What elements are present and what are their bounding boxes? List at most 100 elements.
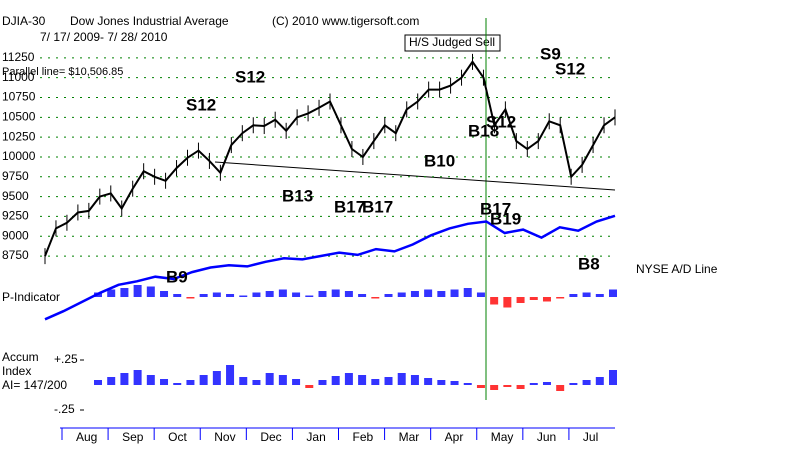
accum-bar — [490, 385, 499, 390]
chart-title: Dow Jones Industrial Average — [70, 14, 229, 28]
p-bar — [146, 286, 155, 297]
accum-bar — [265, 373, 274, 385]
x-tick-label: Nov — [214, 430, 235, 444]
accum-bar — [120, 373, 129, 385]
p-bar — [160, 291, 169, 297]
parallel-line-label: Parallel line= $10,506.85 — [2, 66, 123, 78]
signal: B19 — [490, 209, 521, 228]
accum-bar — [569, 383, 578, 385]
y-tick-label: 11000 — [2, 70, 35, 84]
x-tick-label: Apr — [445, 430, 464, 444]
p-bar — [424, 289, 433, 297]
p-bar — [318, 291, 327, 297]
x-tick-label: May — [491, 430, 514, 444]
p-bar — [609, 289, 617, 297]
accum-bar — [595, 377, 604, 385]
x-tick-label: Jul — [583, 430, 598, 444]
p-bar — [529, 297, 538, 300]
p-bar — [582, 292, 591, 297]
signal: S12 — [555, 59, 585, 78]
price-line — [44, 60, 616, 257]
accum-bar — [437, 380, 446, 385]
y-tick-label: 9500 — [2, 189, 29, 203]
annotation-text: H/S Judged Sell — [409, 35, 495, 49]
accum-bar — [239, 377, 248, 385]
p-bar — [94, 292, 102, 297]
p-bar — [107, 289, 116, 297]
accum-bar — [516, 385, 525, 389]
p-bar — [331, 289, 340, 297]
y-tick-label: 9250 — [2, 209, 29, 223]
p-bar — [384, 294, 393, 297]
accum-bar — [133, 370, 142, 385]
y-tick-label: 10000 — [2, 149, 36, 163]
accum-tick-label: -.25 — [54, 402, 75, 416]
signal: B17 — [480, 199, 511, 218]
subtitle: 7/ 17/ 2009- 7/ 28/ 2010 — [40, 30, 168, 44]
x-tick-label: Oct — [168, 430, 187, 444]
signal: B18 — [468, 121, 499, 140]
p-bar — [173, 294, 182, 297]
ad-label: NYSE A/D Line — [636, 262, 718, 276]
accum-bar — [305, 385, 314, 388]
accum-bar — [609, 370, 617, 385]
accum-bar — [292, 379, 301, 385]
accum-bar — [160, 379, 169, 385]
p-bar — [569, 294, 578, 297]
signal: S12 — [186, 95, 216, 114]
accum-bar — [503, 385, 512, 387]
accum-bar — [397, 373, 406, 385]
signal: B17 — [362, 197, 393, 216]
p-bar — [226, 294, 235, 297]
accum-bar — [476, 385, 485, 388]
accum-bar — [582, 380, 591, 385]
p-bar — [595, 294, 604, 297]
ticker: DJIA-30 — [2, 14, 46, 28]
p-bar — [358, 294, 367, 297]
x-tick-label: Jan — [306, 430, 325, 444]
accum-label: Accum — [2, 350, 39, 364]
copyright: (C) 2010 www.tigersoft.com — [272, 14, 419, 28]
accum-bar — [199, 375, 208, 385]
accum-tick-label: +.25 — [54, 352, 78, 366]
accum-bar — [344, 373, 353, 385]
accum-bar — [212, 371, 221, 385]
accum-bar — [146, 375, 155, 385]
y-tick-label: 11250 — [2, 50, 35, 64]
signal: B8 — [578, 254, 600, 273]
p-bar — [186, 297, 195, 299]
signal: B17 — [334, 197, 365, 216]
accum-bar — [410, 375, 419, 385]
signal: S12 — [235, 67, 265, 86]
y-tick-label: 10500 — [2, 109, 36, 123]
accum-bar — [556, 385, 565, 391]
y-tick-label: 9000 — [2, 228, 29, 242]
p-bar — [120, 288, 129, 297]
p-bar — [199, 294, 208, 297]
signal: B13 — [282, 186, 313, 205]
y-tick-label: 9750 — [2, 169, 29, 183]
accum-bar — [450, 381, 459, 385]
x-tick-label: Dec — [260, 430, 281, 444]
ad-line — [44, 214, 616, 321]
parallel-line — [214, 161, 616, 191]
accum-bar — [107, 377, 116, 385]
accum-bar — [371, 379, 380, 385]
accum-bar — [358, 375, 367, 385]
x-tick-label: Jun — [537, 430, 556, 444]
accum-bar — [384, 377, 393, 385]
accum-bar — [542, 382, 551, 385]
p-bar — [556, 297, 565, 299]
p-bar — [516, 297, 525, 303]
p-bar — [450, 289, 459, 297]
accum-bar — [94, 380, 102, 385]
accum-bar — [252, 380, 261, 385]
p-bar — [252, 292, 261, 297]
p-bar — [344, 291, 353, 297]
p-bar — [490, 297, 499, 305]
p-label: P-Indicator — [2, 290, 60, 304]
accum-bar — [226, 365, 235, 385]
p-bar — [503, 297, 512, 308]
p-bar — [278, 289, 287, 297]
